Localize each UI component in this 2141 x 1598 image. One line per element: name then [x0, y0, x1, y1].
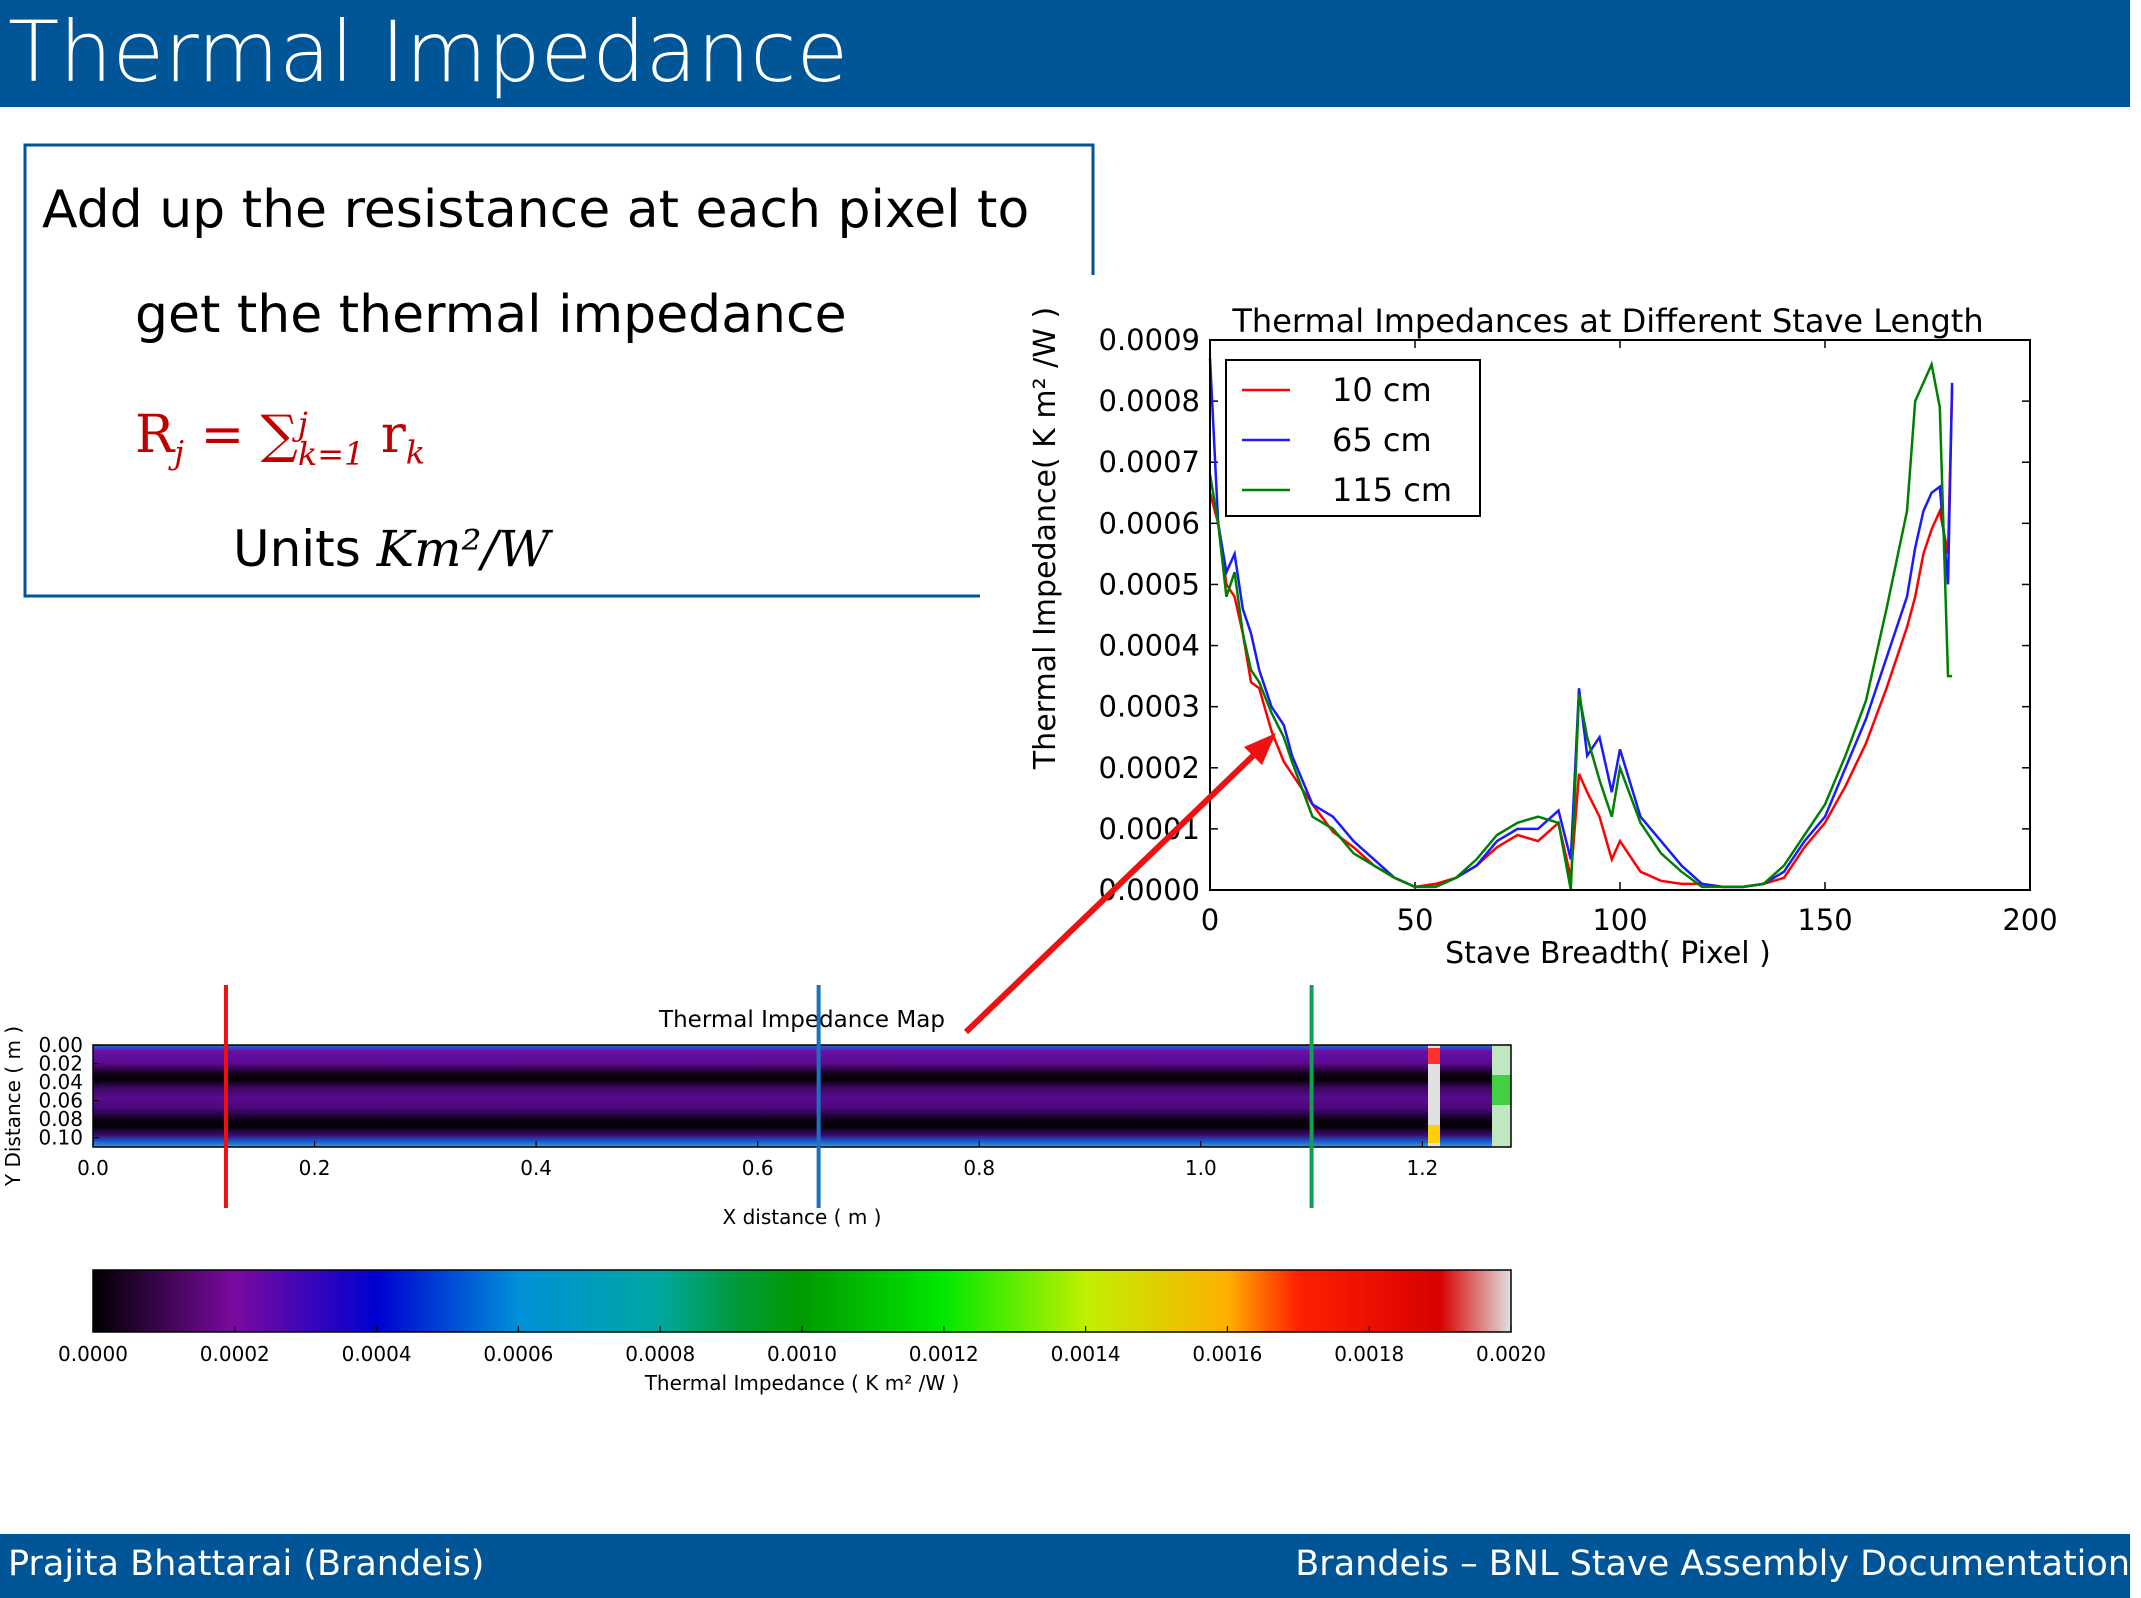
heatmap-markers: [223, 985, 1314, 1208]
line-chart-title: Thermal Impedances at Different Stave Le…: [1231, 302, 1983, 340]
y-tick-label: 0.0004: [1099, 629, 1200, 663]
y-tick-label: 0.0006: [1099, 506, 1200, 540]
heatmap-ticks: 0.0 0.2 0.4 0.6 0.8 1.0 1.2 0.000.020.040.060.0…: [38, 1033, 1438, 1180]
formula: Rj = ∑ j k=1 rk: [135, 404, 426, 473]
colorbar-tick-label: 0.0020: [1476, 1342, 1546, 1366]
bullet-line-2: get the thermal impedance: [135, 285, 847, 345]
x-tick-label: 0.8: [963, 1156, 995, 1180]
x-tick-label: 0.2: [299, 1156, 331, 1180]
colorbar-tick-label: 0.0000: [58, 1342, 128, 1366]
line-chart-ylabel: Thermal Impedance( K m² /W ): [1030, 307, 1063, 770]
y-tick-label: 0.00: [38, 1033, 83, 1057]
line-chart-xlabel: Stave Breadth( Pixel ): [1445, 936, 1771, 971]
colorbar-tick-label: 0.0018: [1334, 1342, 1404, 1366]
line-chart-frame: [1209, 339, 2031, 891]
heatmap-title: Thermal Impedance Map: [658, 1007, 945, 1033]
units-line: Units Km²/W: [233, 520, 550, 578]
series-line-0: [1208, 388, 1954, 889]
colorbar-ticks: 0.0000 0.0002 0.0004 0.0006 0.0008 0.0010 0.00…: [58, 1326, 1546, 1366]
line-chart: Thermal Impedances at Different Stave Le…: [1030, 302, 2058, 971]
heatmap-chart: Thermal Impedance Map 0.0 0.2 0.4 0.6 0.8 1.0…: [1, 985, 1546, 1395]
x-tick-label: 0.4: [520, 1156, 552, 1180]
colorbar-label: Thermal Impedance ( K m² /W ): [644, 1371, 960, 1395]
y-tick-label: 0.0007: [1099, 445, 1200, 479]
bullet-line-1: Add up the resistance at each pixel to: [42, 180, 1030, 240]
line-chart-ticks: 0 50 100 150 2000.00000.00010.00020.00030.00…: [1099, 323, 2058, 937]
x-tick-label: 1.2: [1406, 1156, 1438, 1180]
colorbar-tick-label: 0.0008: [625, 1342, 695, 1366]
colorbar-tick-label: 0.0004: [342, 1342, 412, 1366]
x-tick-label: 0.6: [742, 1156, 774, 1180]
colorbar: [92, 1269, 1512, 1333]
legend-label: 65 cm: [1332, 421, 1432, 459]
y-tick-label: 0.0003: [1099, 690, 1200, 724]
units-value: Km²/W: [376, 520, 550, 578]
heatmap-xlabel: X distance ( m ): [723, 1205, 882, 1229]
formula-r: R: [135, 405, 175, 465]
units-label: Units: [233, 520, 361, 578]
x-tick-label: 0.0: [77, 1156, 109, 1180]
y-tick-label: 0.06: [38, 1089, 83, 1113]
y-tick-label: 0.08: [38, 1107, 83, 1131]
x-tick-label: 0: [1201, 903, 1219, 937]
footer-presentation-title: Brandeis – BNL Stave Assembly Documentat…: [1295, 1544, 2130, 1584]
footer-author: Prajita Bhattarai (Brandeis): [8, 1544, 485, 1584]
colorbar-tick-label: 0.0002: [200, 1342, 270, 1366]
title-bar: Thermal Impedance: [0, 0, 2130, 107]
y-tick-label: 0.0008: [1099, 384, 1200, 418]
legend-label: 10 cm: [1332, 371, 1432, 409]
pointer-arrow-head: [1244, 733, 1276, 765]
y-tick-label: 0.0001: [1099, 812, 1200, 846]
footer-bar: Prajita Bhattarai (Brandeis) Brandeis – …: [0, 1534, 2130, 1598]
colorbar-tick-label: 0.0016: [1192, 1342, 1262, 1366]
y-tick-label: 0.04: [38, 1070, 83, 1094]
colorbar-tick-label: 0.0006: [483, 1342, 553, 1366]
colorbar-tick-label: 0.0014: [1051, 1342, 1121, 1366]
legend-label: 115 cm: [1332, 471, 1452, 509]
heatmap-edge-artifact: [1428, 1045, 1440, 1147]
x-tick-label: 50: [1397, 903, 1434, 937]
x-tick-label: 150: [1797, 903, 1852, 937]
y-tick-label: 0.0009: [1099, 323, 1200, 357]
pointer-arrow-line: [963, 748, 1261, 1035]
y-tick-label: 0.10: [38, 1126, 83, 1150]
series-line-1: [1208, 358, 1954, 889]
y-tick-label: 0.0002: [1099, 751, 1200, 785]
y-tick-label: 0.02: [38, 1052, 83, 1076]
series-line-2: [1208, 360, 1953, 891]
x-tick-label: 1.0: [1185, 1156, 1217, 1180]
colorbar-tick-label: 0.0010: [767, 1342, 837, 1366]
heatmap-ylabel: Y Distance ( m ): [1, 1026, 25, 1187]
x-tick-label: 200: [2002, 903, 2057, 937]
y-tick-label: 0.0005: [1099, 567, 1200, 601]
line-chart-legend: 10 cm 65 cm 115 cm: [1225, 359, 1481, 517]
x-tick-label: 100: [1592, 903, 1647, 937]
colorbar-tick-label: 0.0012: [909, 1342, 979, 1366]
slide-title: Thermal Impedance: [8, 3, 849, 101]
line-chart-series: [1208, 358, 1954, 891]
heatmap-image: [93, 1045, 1511, 1147]
